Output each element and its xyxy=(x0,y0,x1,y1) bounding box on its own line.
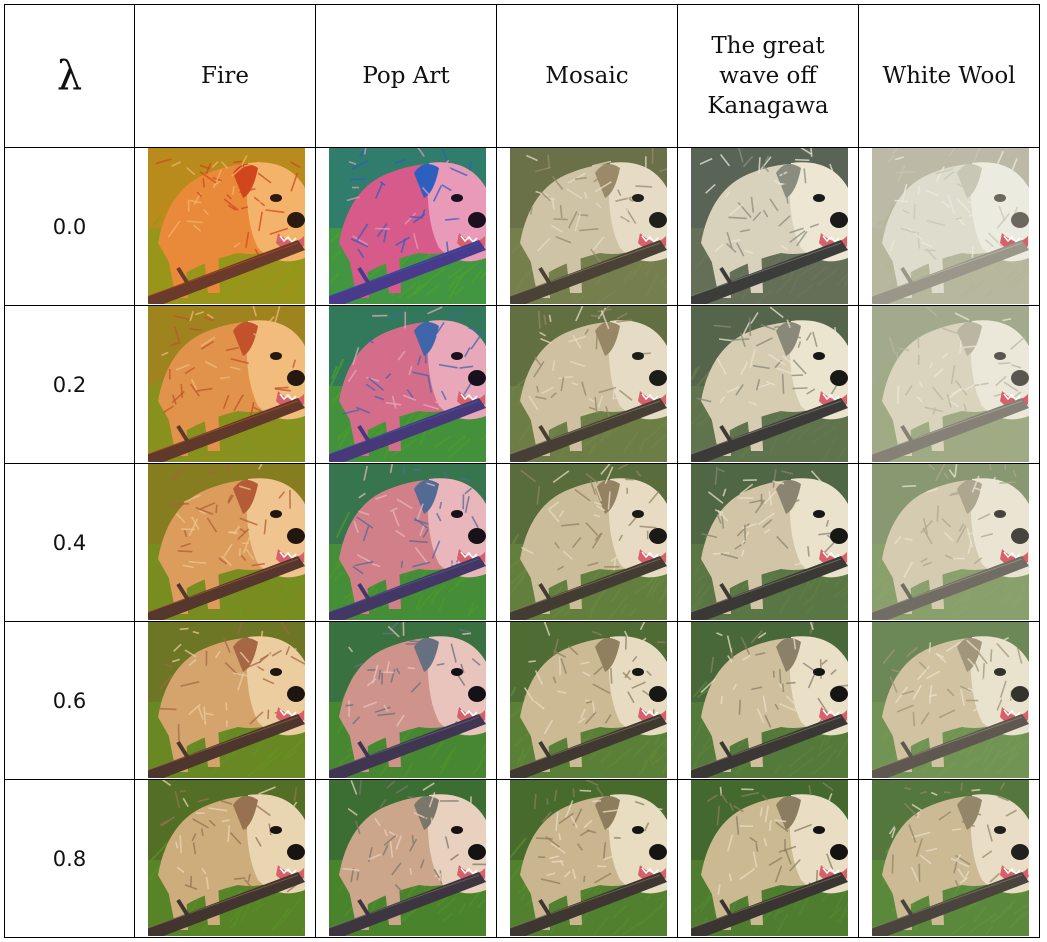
style-header-pop-art: Pop Art xyxy=(315,4,497,148)
stylized-image-cell xyxy=(858,147,1040,306)
stylized-image-cell xyxy=(134,305,316,464)
stylized-image-cell xyxy=(134,621,316,780)
stylized-image-cell xyxy=(677,147,859,306)
stylized-image-cell xyxy=(858,779,1040,938)
style-header-great-wave: The great wave off Kanagawa xyxy=(677,4,859,148)
style-header-white-wool: White Wool xyxy=(858,4,1040,148)
lambda-value: 0.8 xyxy=(4,779,135,938)
stylized-dog-image xyxy=(148,464,305,620)
stylized-image-cell xyxy=(496,779,678,938)
stylized-image-cell xyxy=(677,463,859,622)
stylized-dog-image xyxy=(148,622,305,778)
stylized-dog-image xyxy=(148,306,305,462)
stylized-image-cell xyxy=(677,779,859,938)
stylized-dog-image xyxy=(872,464,1029,620)
table-row: 0.2 xyxy=(4,305,1040,464)
stylized-image-cell xyxy=(858,621,1040,780)
stylized-image-cell xyxy=(315,621,497,780)
stylized-dog-image xyxy=(691,306,848,462)
stylized-image-cell xyxy=(496,621,678,780)
header-row: λ Fire Pop Art Mosaic The great wave off… xyxy=(4,4,1040,148)
stylized-image-cell xyxy=(315,305,497,464)
lambda-value: 0.2 xyxy=(4,305,135,464)
stylized-image-cell xyxy=(677,621,859,780)
stylized-dog-image xyxy=(329,464,486,620)
stylized-image-cell xyxy=(134,779,316,938)
stylized-dog-image xyxy=(872,148,1029,304)
lambda-value: 0.6 xyxy=(4,621,135,780)
stylized-image-cell xyxy=(496,147,678,306)
stylized-image-cell xyxy=(315,147,497,306)
stylized-image-cell xyxy=(858,463,1040,622)
stylized-dog-image xyxy=(691,780,848,936)
stylized-dog-image xyxy=(872,622,1029,778)
stylized-image-cell xyxy=(858,305,1040,464)
lambda-header: λ xyxy=(4,4,135,148)
stylized-dog-image xyxy=(148,148,305,304)
stylized-image-cell xyxy=(496,305,678,464)
stylized-dog-image xyxy=(691,464,848,620)
stylized-dog-image xyxy=(329,306,486,462)
lambda-value: 0.0 xyxy=(4,147,135,306)
stylized-dog-image xyxy=(510,148,667,304)
stylized-image-cell xyxy=(677,305,859,464)
stylized-dog-image xyxy=(691,622,848,778)
stylized-dog-image xyxy=(510,780,667,936)
stylized-image-cell xyxy=(315,779,497,938)
stylized-dog-image xyxy=(872,306,1029,462)
stylized-dog-image xyxy=(329,622,486,778)
stylized-image-cell xyxy=(134,147,316,306)
stylization-results-table: λ Fire Pop Art Mosaic The great wave off… xyxy=(4,4,1040,938)
stylized-dog-image xyxy=(510,464,667,620)
stylized-dog-image xyxy=(329,148,486,304)
stylized-dog-image xyxy=(329,780,486,936)
table-row: 0.8 xyxy=(4,779,1040,938)
table-row: 0.6 xyxy=(4,621,1040,780)
stylized-image-cell xyxy=(315,463,497,622)
stylized-dog-image xyxy=(510,622,667,778)
stylized-dog-image xyxy=(872,780,1029,936)
table-row: 0.4 xyxy=(4,463,1040,622)
style-header-mosaic: Mosaic xyxy=(496,4,678,148)
style-header-fire: Fire xyxy=(134,4,316,148)
table-row: 0.0 xyxy=(4,147,1040,306)
stylized-image-cell xyxy=(496,463,678,622)
stylized-dog-image xyxy=(148,780,305,936)
stylized-dog-image xyxy=(510,306,667,462)
stylized-image-cell xyxy=(134,463,316,622)
lambda-value: 0.4 xyxy=(4,463,135,622)
stylized-dog-image xyxy=(691,148,848,304)
